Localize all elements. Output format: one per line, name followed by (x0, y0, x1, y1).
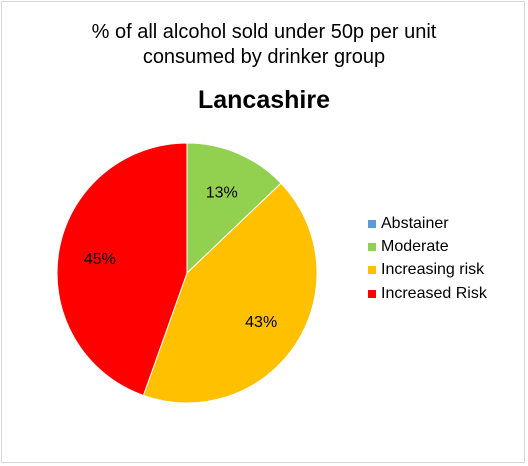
legend-label-increasing-risk: Increasing risk (381, 261, 485, 279)
pie-slice-increasing-risk (142, 182, 318, 404)
data-label-moderate: 13% (206, 185, 238, 202)
legend-swatch-moderate (368, 242, 376, 251)
pie-slice-moderate (186, 142, 282, 275)
legend-item-increasing-risk: Increasing risk (368, 259, 487, 282)
legend-item-moderate: Moderate (368, 235, 487, 258)
pie-slice-increased-risk (56, 142, 188, 397)
chart-title-line1: % of all alcohol sold under 50p per unit (91, 21, 437, 43)
chart-legend: Abstainer Moderate Increasing risk Incre… (368, 212, 487, 305)
legend-label-increased-risk: Increased Risk (381, 284, 487, 302)
legend-swatch-increasing-risk (368, 266, 376, 275)
data-label-increased-risk: 45% (84, 251, 116, 268)
legend-swatch-increased-risk (368, 289, 376, 298)
chart-subtitle: Lancashire (197, 86, 330, 114)
legend-item-increased-risk: Increased Risk (368, 282, 487, 305)
legend-label-abstainer: Abstainer (381, 214, 449, 232)
legend-swatch-abstainer (368, 219, 376, 228)
legend-item-abstainer: Abstainer (368, 212, 487, 235)
legend-label-moderate: Moderate (381, 237, 449, 255)
data-label-increasing-risk: 43% (245, 314, 277, 331)
chart-title-line2: consumed by drinker group (142, 46, 386, 68)
